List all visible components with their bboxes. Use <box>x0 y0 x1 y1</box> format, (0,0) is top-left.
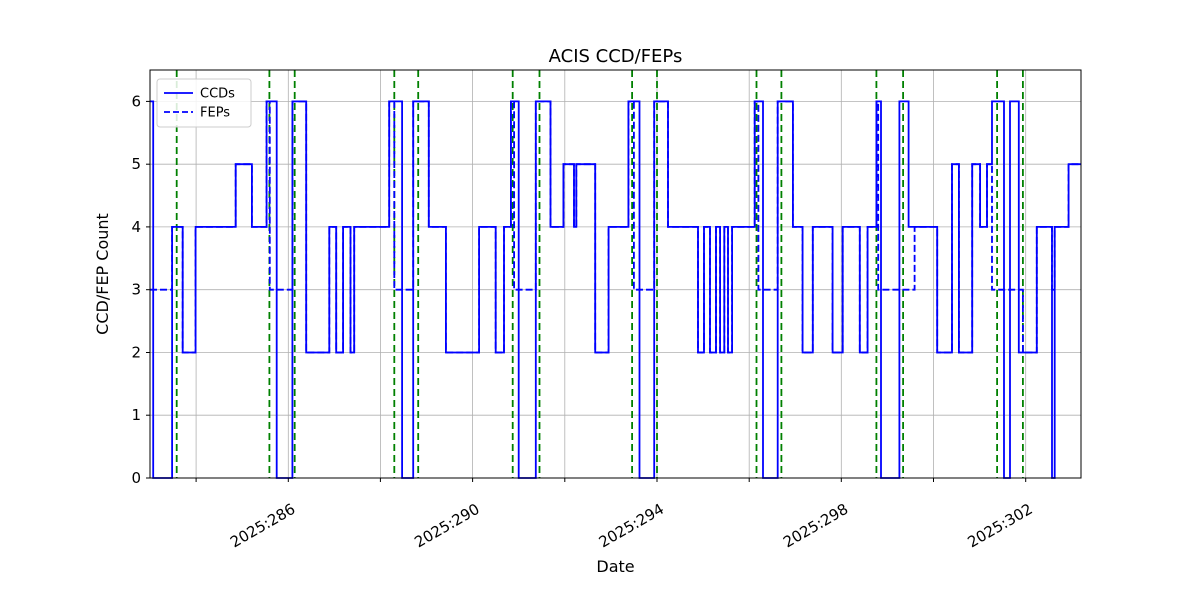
legend-box <box>156 78 252 128</box>
x-tick-label: 2025:302 <box>964 500 1035 552</box>
legend: CCDs FEPs <box>156 78 252 128</box>
feps-line <box>150 100 1081 354</box>
legend-ccds-label: CCDs <box>200 87 235 102</box>
event-vlines-layer <box>175 70 1024 478</box>
grid-layer <box>150 70 1081 479</box>
y-axis-label: CCD/FEP Count <box>93 213 112 335</box>
x-axis-label: Date <box>596 557 634 576</box>
y-tick-label: 1 <box>131 406 141 424</box>
series-layer <box>150 100 1081 479</box>
x-tick-label: 2025:298 <box>780 500 851 552</box>
y-tick-label: 0 <box>131 469 141 487</box>
y-tick-label: 4 <box>131 218 141 236</box>
y-tick-label: 6 <box>131 92 141 110</box>
x-tick-label: 2025:294 <box>596 500 667 552</box>
chart-title: ACIS CCD/FEPs <box>549 46 683 67</box>
legend-feps-label: FEPs <box>200 106 230 121</box>
y-tick-label: 2 <box>131 344 141 362</box>
x-tick-label: 2025:286 <box>227 500 298 552</box>
axes-border <box>149 69 1082 479</box>
y-tick-label: 5 <box>131 155 141 173</box>
x-tick-label: 2025:290 <box>411 500 482 552</box>
y-tick-label: 3 <box>131 281 141 299</box>
